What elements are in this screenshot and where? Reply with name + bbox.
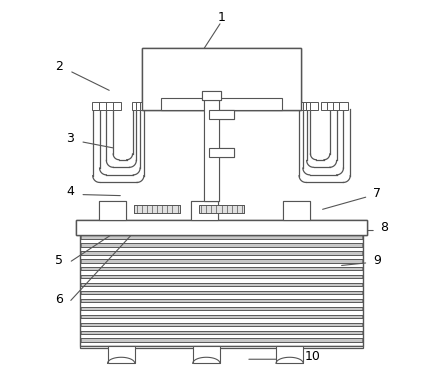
Bar [333,102,342,111]
Bar [81,275,362,279]
Bar [283,201,310,220]
Bar [191,201,218,220]
Text: 10: 10 [304,350,320,363]
Bar [199,205,244,214]
Bar [204,100,219,201]
Bar [209,148,234,157]
Bar [81,307,362,310]
Bar [136,102,144,111]
Bar [80,346,363,348]
Bar [283,201,310,220]
Bar [306,102,315,111]
Bar [81,267,362,271]
Bar [99,102,108,111]
Bar [142,48,301,111]
Bar [80,236,363,346]
Bar [321,102,330,111]
Bar [76,220,367,236]
Bar [81,259,362,263]
Text: 4: 4 [66,185,74,198]
Bar [93,102,101,111]
Bar [339,102,348,111]
Bar [99,201,126,220]
Bar [81,283,362,286]
Bar [108,346,135,363]
Bar [76,220,367,236]
Text: 3: 3 [66,132,74,146]
Bar [106,102,114,111]
Bar [299,102,307,111]
Text: 8: 8 [380,222,389,234]
Bar [161,98,282,111]
Bar [209,111,234,119]
Bar [113,102,121,111]
Bar [140,102,148,111]
Text: 2: 2 [55,60,62,73]
Text: 6: 6 [55,293,62,306]
Bar [99,201,126,220]
Text: 1: 1 [218,11,225,24]
Bar [202,91,221,100]
Bar [161,98,282,111]
Bar [81,236,362,239]
Bar [199,205,244,214]
Bar [144,102,152,111]
Bar [202,91,221,100]
Text: 5: 5 [54,253,63,266]
Bar [81,331,362,334]
Bar [191,201,218,220]
Bar [310,102,319,111]
Bar [132,102,140,111]
Bar [276,346,303,363]
Bar [142,48,301,111]
Bar [81,251,362,255]
Bar [134,205,180,214]
Bar [209,111,234,119]
Bar [193,346,220,363]
Text: 9: 9 [373,253,381,266]
Bar [81,315,362,318]
Bar [81,243,362,247]
Bar [81,323,362,326]
Text: 7: 7 [373,187,381,200]
Bar [134,205,180,214]
Bar [204,100,219,201]
Bar [303,102,311,111]
Bar [81,299,362,302]
Bar [209,148,234,157]
Bar [81,339,362,342]
Bar [81,291,362,294]
Bar [327,102,335,111]
